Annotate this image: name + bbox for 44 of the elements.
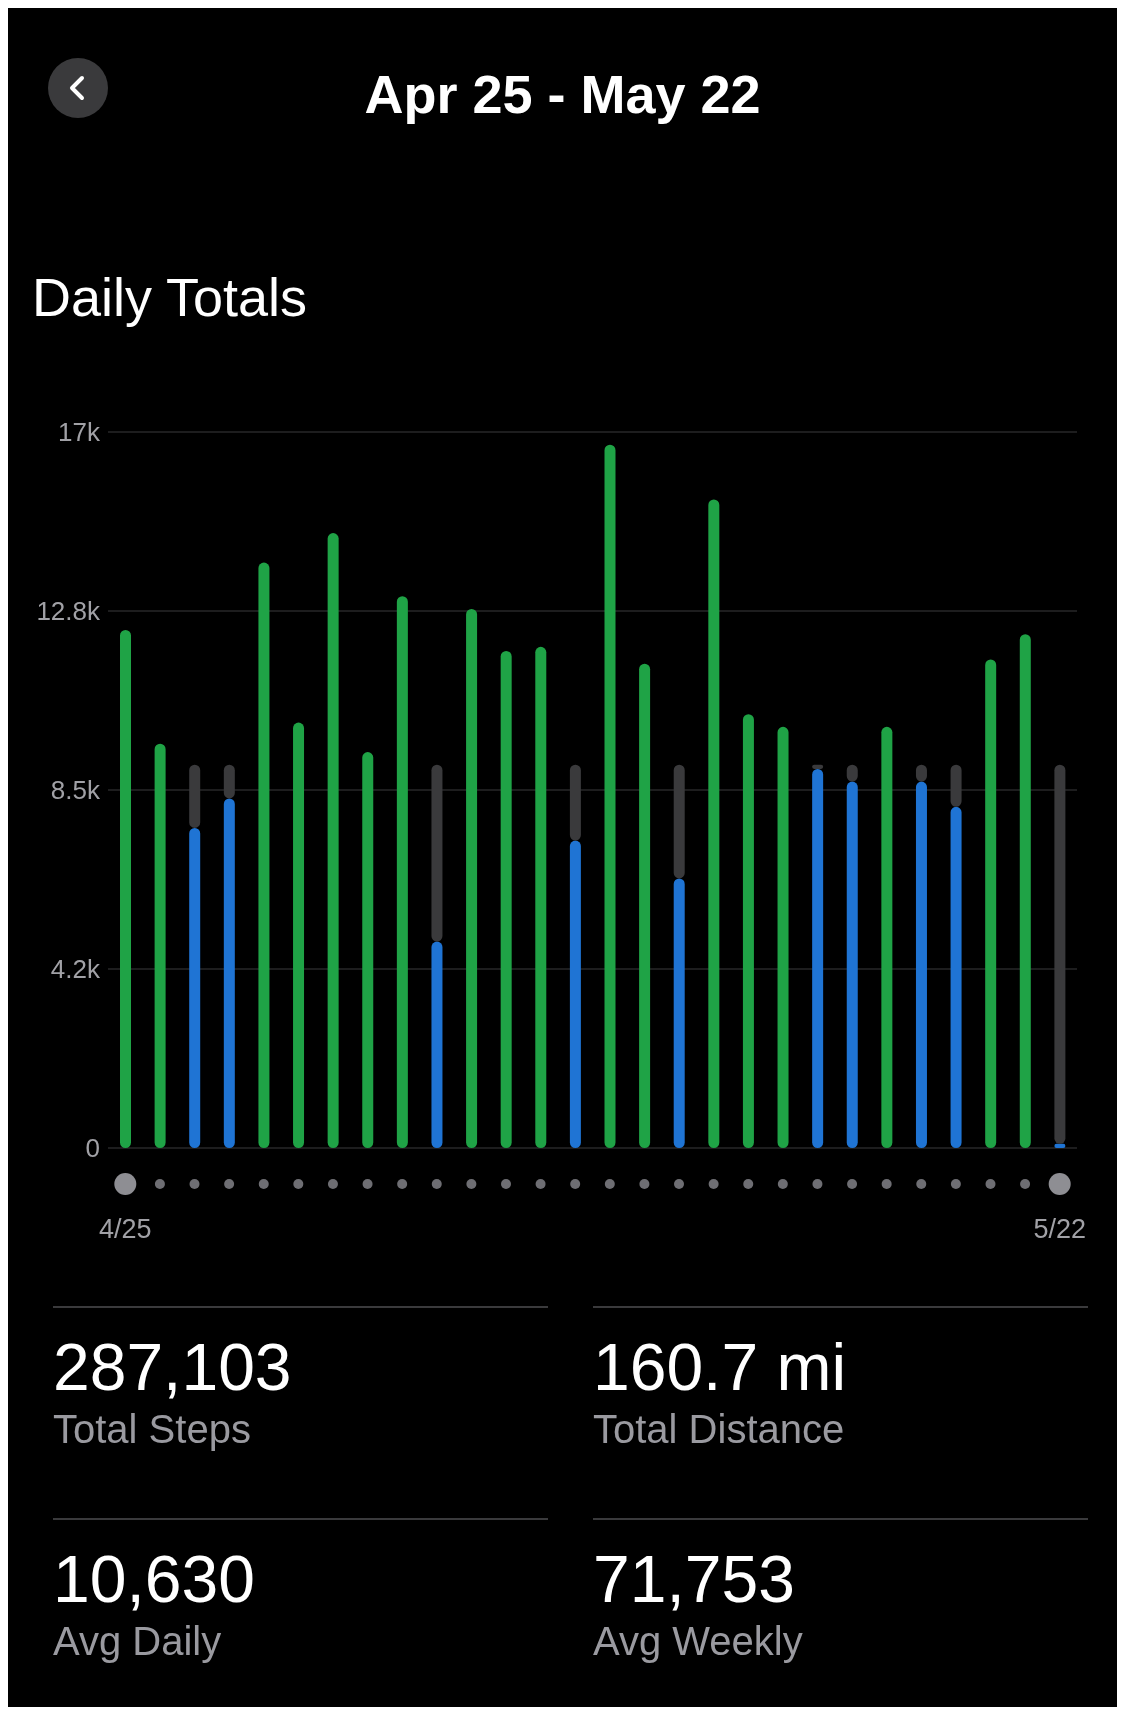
text: Total Steps: [53, 1406, 252, 1453]
bar: [154, 743, 166, 1148]
text: 287,103: [53, 1330, 293, 1404]
x-tick-label: 4/25: [99, 1214, 152, 1244]
bar: [812, 768, 824, 1148]
bar: [708, 499, 720, 1148]
bar: [604, 444, 616, 1148]
bar: [258, 562, 270, 1148]
text: Avg Daily: [53, 1618, 223, 1665]
bar: [120, 629, 131, 1148]
bar: [846, 781, 858, 1148]
text: 71,753: [593, 1542, 796, 1616]
bar: [569, 840, 581, 1148]
y-tick-label: 4.2k: [50, 954, 101, 985]
bar: [327, 533, 339, 1148]
bar: [189, 827, 201, 1148]
text: 160.7 mi: [593, 1330, 848, 1404]
bar: [881, 726, 893, 1148]
bar: [639, 663, 651, 1148]
bar: [777, 726, 789, 1148]
x-tick-label: 5/22: [1033, 1214, 1086, 1244]
bar: [1019, 634, 1031, 1148]
bar: [396, 596, 408, 1148]
bar: [950, 806, 962, 1148]
bar: [466, 608, 478, 1148]
bar: [535, 646, 547, 1148]
bar: [673, 878, 685, 1148]
bar: [431, 941, 443, 1148]
bar: [985, 659, 997, 1148]
text: Total Distance: [593, 1406, 846, 1453]
y-tick-label: 17k: [58, 417, 101, 448]
y-tick-label: 12.8k: [36, 596, 101, 627]
bar: [500, 651, 512, 1148]
text: 10,630: [53, 1542, 256, 1616]
y-tick-label: 8.5k: [50, 775, 101, 806]
bar: [915, 781, 927, 1148]
bar: [223, 798, 235, 1148]
y-tick-label: 0: [85, 1133, 100, 1164]
bar: [293, 722, 305, 1148]
text: Avg Weekly: [593, 1618, 804, 1665]
bar: [362, 752, 374, 1148]
chart-subtitle: Daily Totals: [32, 266, 308, 328]
bar: [742, 714, 754, 1148]
chart-title: Apr 25 - May 22: [363, 63, 762, 125]
